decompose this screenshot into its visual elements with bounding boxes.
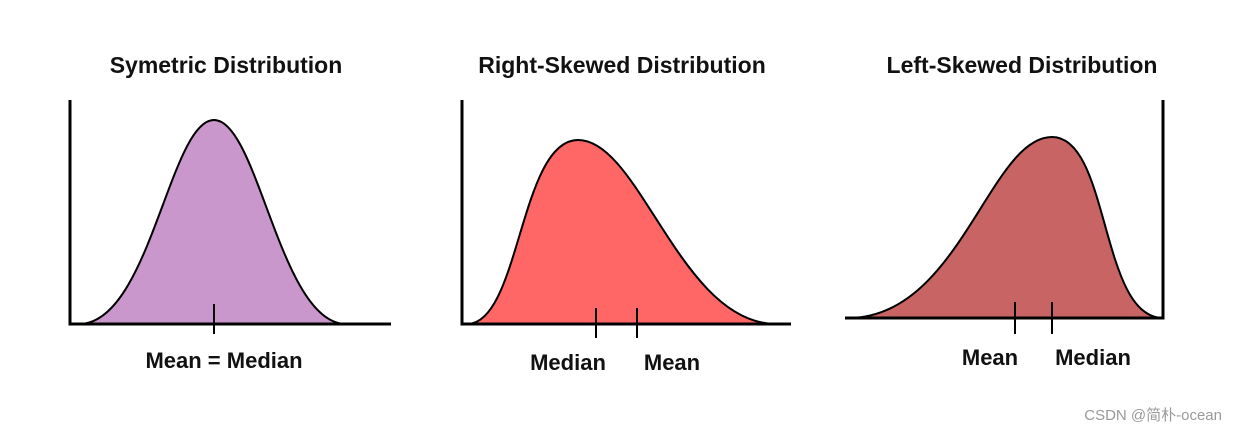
marker-label: Mean (644, 350, 700, 375)
axes (460, 100, 791, 326)
distribution-curve (79, 118, 346, 325)
panel-title: Right-Skewed Distribution (478, 52, 766, 78)
distribution-curve (467, 138, 776, 325)
panel-title: Symetric Distribution (110, 52, 343, 78)
marker-label: Median (1055, 345, 1131, 370)
distribution-curve (849, 135, 1164, 319)
marker-label: Mean (962, 345, 1018, 370)
marker-label: Median (530, 350, 606, 375)
marker-label: Mean = Median (145, 348, 302, 373)
panel-title: Left-Skewed Distribution (887, 52, 1158, 78)
watermark: CSDN @简朴-ocean (1084, 407, 1222, 424)
axes (845, 100, 1165, 320)
axes (68, 100, 391, 326)
